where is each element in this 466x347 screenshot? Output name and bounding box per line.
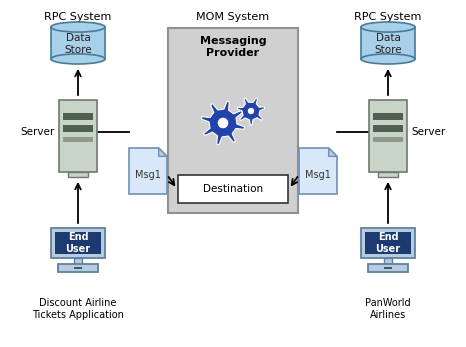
Bar — [51, 228, 105, 258]
Text: MOM System: MOM System — [197, 12, 269, 22]
Text: Server: Server — [411, 127, 445, 137]
Text: Destination: Destination — [203, 184, 263, 194]
Bar — [384, 258, 392, 264]
Polygon shape — [129, 148, 167, 194]
Bar — [384, 266, 392, 269]
Bar — [369, 100, 407, 172]
Circle shape — [217, 117, 229, 129]
Bar — [68, 172, 89, 177]
Bar — [373, 113, 403, 120]
Ellipse shape — [361, 54, 415, 64]
Text: Discount Airline
Tickets Application: Discount Airline Tickets Application — [32, 298, 124, 320]
Text: Data
Store: Data Store — [64, 33, 92, 54]
Bar — [368, 264, 408, 271]
Bar — [178, 175, 288, 203]
Polygon shape — [158, 148, 167, 156]
Polygon shape — [201, 101, 245, 145]
Text: Messaging
Provider: Messaging Provider — [200, 36, 266, 58]
Text: Msg1: Msg1 — [305, 170, 331, 180]
Bar — [74, 266, 82, 269]
Text: PanWorld
Airlines: PanWorld Airlines — [365, 298, 411, 320]
Text: RPC System: RPC System — [44, 12, 112, 22]
Text: Msg1: Msg1 — [135, 170, 161, 180]
Bar — [63, 125, 93, 133]
Bar — [361, 27, 415, 59]
Bar — [361, 228, 415, 258]
Circle shape — [247, 107, 255, 115]
Text: RPC System: RPC System — [354, 12, 422, 22]
Bar — [365, 232, 411, 254]
Text: End
User: End User — [65, 232, 90, 254]
Polygon shape — [299, 148, 337, 194]
Bar — [74, 258, 82, 264]
Bar — [373, 125, 403, 133]
Bar — [51, 27, 105, 59]
Ellipse shape — [361, 22, 415, 32]
Bar — [63, 137, 93, 143]
Text: Data
Store: Data Store — [374, 33, 402, 54]
Bar — [59, 100, 97, 172]
Bar — [377, 172, 398, 177]
Text: Server: Server — [21, 127, 55, 137]
Polygon shape — [237, 98, 265, 125]
Bar — [168, 28, 298, 213]
Ellipse shape — [51, 54, 105, 64]
Bar — [373, 137, 403, 143]
Polygon shape — [329, 148, 337, 156]
Ellipse shape — [51, 22, 105, 32]
Bar — [58, 264, 98, 271]
Bar — [55, 232, 101, 254]
Text: End
User: End User — [376, 232, 401, 254]
Bar — [63, 113, 93, 120]
